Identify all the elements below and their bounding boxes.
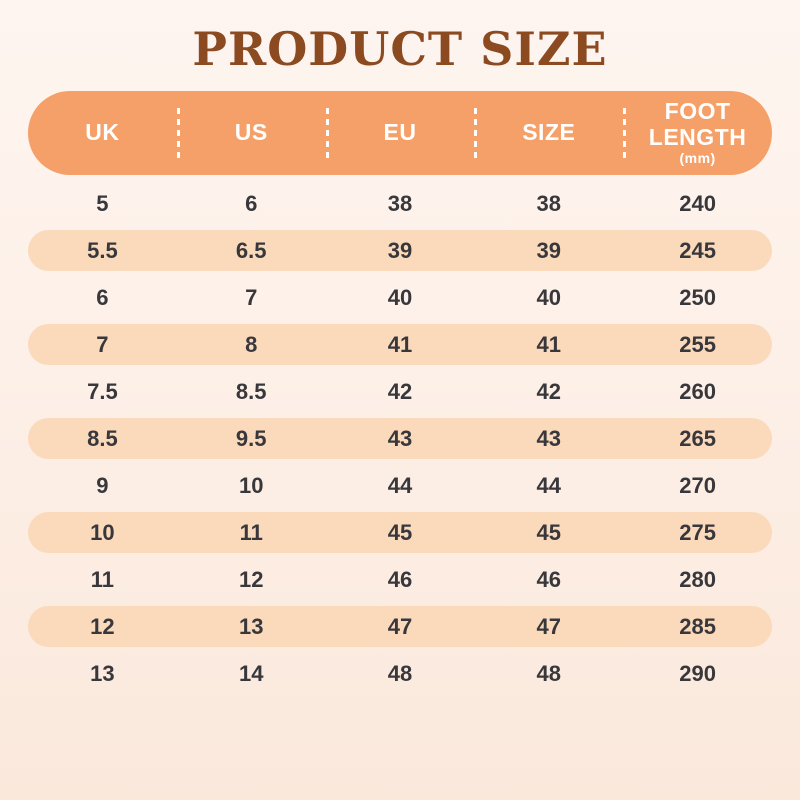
table-cell: 11 bbox=[239, 519, 263, 545]
column-header-uk: UK bbox=[28, 119, 177, 146]
table-cell: 43 bbox=[387, 425, 413, 451]
table-cell: 240 bbox=[679, 190, 716, 216]
table-cell: 40 bbox=[536, 284, 562, 310]
table-cell: 43 bbox=[536, 425, 562, 451]
table-cell: 48 bbox=[536, 660, 562, 686]
table-cell: 280 bbox=[679, 566, 716, 592]
table-cell: 7 bbox=[96, 331, 109, 357]
foot-length-line1: FOOT bbox=[664, 97, 731, 124]
table-cell: 8 bbox=[245, 331, 258, 357]
page-title: PRODUCT SIZE bbox=[192, 22, 608, 76]
table-cell: 9 bbox=[96, 472, 109, 498]
table-cell: 245 bbox=[679, 237, 716, 263]
header-divider bbox=[176, 108, 180, 158]
table-cell: 44 bbox=[387, 472, 413, 498]
table-cell: 47 bbox=[387, 613, 413, 639]
table-cell: 270 bbox=[679, 472, 716, 498]
table-cell: 39 bbox=[387, 237, 413, 263]
column-header-us-label: US bbox=[234, 119, 268, 146]
table-row: 7 8 41 41 255 bbox=[28, 324, 772, 365]
column-header-size: SIZE bbox=[474, 119, 623, 146]
table-cell: 250 bbox=[679, 284, 716, 310]
table-cell: 13 bbox=[238, 613, 264, 639]
table-cell: 12 bbox=[238, 566, 264, 592]
table-row: 13 14 48 48 290 bbox=[28, 653, 772, 694]
table-cell: 44 bbox=[536, 472, 562, 498]
header-divider bbox=[474, 108, 478, 158]
table-row: 5.5 6.5 39 39 245 bbox=[28, 230, 772, 271]
table-body: 5 6 38 38 240 5.5 6.5 39 39 245 6 7 40 40 250 7 8 41 41 255… bbox=[28, 183, 772, 694]
table-cell: 14 bbox=[238, 660, 264, 686]
foot-length-line2: LENGTH bbox=[648, 123, 747, 150]
table-cell: 46 bbox=[536, 566, 562, 592]
table-cell: 260 bbox=[679, 378, 716, 404]
table-cell: 7 bbox=[245, 284, 258, 310]
table-cell: 12 bbox=[90, 613, 115, 639]
table-cell: 6.5 bbox=[235, 237, 267, 263]
column-header-eu: EU bbox=[326, 119, 475, 146]
table-cell: 47 bbox=[536, 613, 562, 639]
column-header-size-label: SIZE bbox=[522, 119, 576, 146]
table-cell: 6 bbox=[96, 284, 109, 310]
column-header-foot-length: FOOT LENGTH (mm) bbox=[623, 97, 772, 167]
table-row: 5 6 38 38 240 bbox=[28, 183, 772, 224]
table-cell: 45 bbox=[387, 519, 413, 545]
table-row: 8.5 9.5 43 43 265 bbox=[28, 418, 772, 459]
header-divider bbox=[623, 108, 627, 158]
table-cell: 41 bbox=[536, 331, 562, 357]
table-cell: 41 bbox=[387, 331, 413, 357]
table-cell: 11 bbox=[90, 566, 115, 592]
table-cell: 38 bbox=[536, 190, 562, 216]
foot-length-unit: (mm) bbox=[679, 150, 716, 167]
table-cell: 5 bbox=[96, 190, 109, 216]
table-cell: 46 bbox=[387, 566, 413, 592]
table-cell: 45 bbox=[536, 519, 562, 545]
table-cell: 42 bbox=[387, 378, 413, 404]
table-row: 10 11 45 45 275 bbox=[28, 512, 772, 553]
table-row: 9 10 44 44 270 bbox=[28, 465, 772, 506]
table-row: 6 7 40 40 250 bbox=[28, 277, 772, 318]
table-cell: 40 bbox=[387, 284, 413, 310]
table-cell: 9.5 bbox=[235, 425, 267, 451]
table-cell: 255 bbox=[679, 331, 716, 357]
table-cell: 8.5 bbox=[235, 378, 267, 404]
table-cell: 6 bbox=[245, 190, 258, 216]
column-header-eu-label: EU bbox=[383, 119, 417, 146]
column-header-uk-label: UK bbox=[85, 119, 120, 146]
table-row: 11 12 46 46 280 bbox=[28, 559, 772, 600]
table-header-row: UK US EU SIZE FOOT LENGTH (mm) bbox=[28, 91, 772, 175]
table-cell: 48 bbox=[387, 660, 413, 686]
size-table: UK US EU SIZE FOOT LENGTH (mm) 5 6 38 38 240… bbox=[28, 91, 772, 694]
table-row: 12 13 47 47 285 bbox=[28, 606, 772, 647]
table-cell: 275 bbox=[679, 519, 716, 545]
table-cell: 265 bbox=[679, 425, 716, 451]
table-cell: 7.5 bbox=[87, 378, 118, 404]
table-cell: 8.5 bbox=[87, 425, 118, 451]
table-cell: 39 bbox=[536, 237, 562, 263]
table-row: 7.5 8.5 42 42 260 bbox=[28, 371, 772, 412]
table-cell: 10 bbox=[238, 472, 264, 498]
table-cell: 38 bbox=[387, 190, 413, 216]
table-cell: 285 bbox=[679, 613, 716, 639]
table-cell: 13 bbox=[90, 660, 115, 686]
header-divider bbox=[325, 108, 329, 158]
table-cell: 10 bbox=[90, 519, 115, 545]
table-cell: 5.5 bbox=[87, 237, 118, 263]
table-cell: 42 bbox=[536, 378, 562, 404]
table-cell: 290 bbox=[679, 660, 716, 686]
column-header-us: US bbox=[177, 119, 326, 146]
